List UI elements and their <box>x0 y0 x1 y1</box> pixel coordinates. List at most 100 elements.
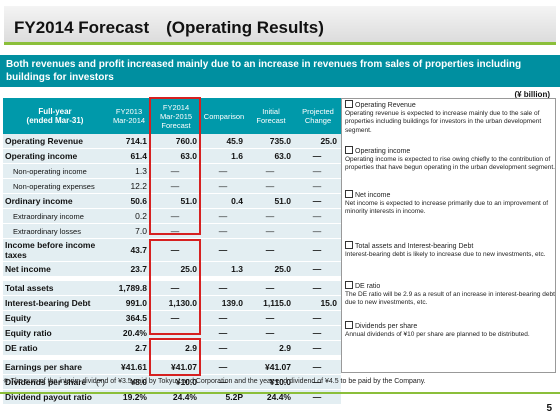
note-heading: Operating income <box>345 146 555 156</box>
spacer-cell <box>107 276 151 281</box>
row-label: DE ratio <box>3 340 107 356</box>
page-number: 5 <box>546 403 552 414</box>
results-table: Full-year (ended Mar-31) FY2013 Mar-2014… <box>3 98 341 405</box>
cell-fy2013: 1,789.8 <box>107 281 151 296</box>
cell-comparison: — <box>201 374 247 390</box>
spacer-cell <box>295 276 341 281</box>
cell-change: — <box>295 374 341 390</box>
cell-initial: 25.0 <box>247 261 295 277</box>
cell-initial: 51.0 <box>247 193 295 209</box>
cell-comparison: — <box>201 223 247 239</box>
table-row: Non-operating expenses 12.2— — — — <box>3 178 341 194</box>
cell-initial: — <box>247 281 295 296</box>
row-label: Dividends per share (*) <box>3 374 107 390</box>
cell-fy2014: — <box>151 310 201 326</box>
note-text: The DE ratio will be 2.9 as a result of … <box>345 291 555 307</box>
header-label: Full-year (ended Mar-31) <box>3 98 107 134</box>
row-label: Extraordinary losses <box>3 223 107 239</box>
note-text: Operating revenue is expected to increas… <box>345 110 542 134</box>
cell-initial: 735.0 <box>247 134 295 149</box>
note-block: Dividends per share Annual dividends of ¥… <box>345 321 555 339</box>
cell-initial: — <box>247 325 295 341</box>
cell-change: — <box>295 238 341 262</box>
cell-change: — <box>295 325 341 341</box>
row-spacer <box>3 355 341 360</box>
cell-fy2013: 43.7 <box>107 238 151 262</box>
cell-fy2013: 991.0 <box>107 295 151 311</box>
row-label: Operating Revenue <box>3 134 107 149</box>
spacer-cell <box>201 276 247 281</box>
cell-fy2013: ¥41.61 <box>107 360 151 375</box>
cell-fy2013: 0.2 <box>107 208 151 224</box>
row-spacer <box>3 276 341 281</box>
table-row: Net income 23.7 25.0 1.3 25.0— <box>3 261 341 277</box>
cell-change: — <box>295 360 341 375</box>
cell-initial: 2.9 <box>247 340 295 356</box>
cell-fy2014: — <box>151 325 201 341</box>
cell-initial: — <box>247 310 295 326</box>
cell-comparison: 0.4 <box>201 193 247 209</box>
cell-fy2014: — <box>151 238 201 262</box>
cell-fy2014: ¥41.07 <box>151 360 201 375</box>
spacer-cell <box>295 355 341 360</box>
table-row: Extraordinary losses 7.0— — — — <box>3 223 341 239</box>
note-heading: Net income <box>345 190 555 200</box>
dividend-marker: (*) <box>96 377 105 387</box>
cell-initial: — <box>247 163 295 179</box>
table-row: Interest-bearing Debt 991.0 1,130.0 139.0 1,… <box>3 295 341 311</box>
row-label: Net income <box>3 261 107 277</box>
cell-fy2013: 23.7 <box>107 261 151 277</box>
cell-fy2014: 51.0 <box>151 193 201 209</box>
cell-change: — <box>295 310 341 326</box>
cell-initial: ¥41.07 <box>247 360 295 375</box>
spacer-cell <box>151 276 201 281</box>
table-header-row: Full-year (ended Mar-31) FY2013 Mar-2014… <box>3 98 341 134</box>
cell-initial: — <box>247 208 295 224</box>
note-heading: Dividends per share <box>345 321 555 331</box>
unit-label: (¥ billion) <box>514 90 550 99</box>
footnote: ※ The sum of the interim dividend of ¥3.… <box>3 378 426 385</box>
spacer-cell <box>201 355 247 360</box>
cell-comparison: — <box>201 281 247 296</box>
note-block: Net income Net income is expected to incr… <box>345 190 555 217</box>
row-label: Equity <box>3 310 107 326</box>
spacer-cell <box>3 355 107 360</box>
table-row: Ordinary income 50.6 51.0 0.4 51.0— <box>3 193 341 209</box>
page-title: FY2014 Forecast (Operating Results) <box>14 18 324 37</box>
cell-comparison: 45.9 <box>201 134 247 149</box>
note-block: Operating Revenue Operating revenue is ex… <box>345 100 555 135</box>
table-row: Income before income taxes 43.7— — — — <box>3 238 341 262</box>
cell-fy2013: 12.2 <box>107 178 151 194</box>
spacer-cell <box>247 355 295 360</box>
row-label: Operating income <box>3 148 107 164</box>
note-text: Annual dividends of ¥10 per share are pl… <box>345 331 530 339</box>
note-heading: DE ratio <box>345 281 555 291</box>
footer-line <box>0 392 560 394</box>
cell-fy2013: 2.7 <box>107 340 151 356</box>
table-row: Operating Revenue 714.1 760.0 45.9 735.0 25.0 <box>3 134 341 149</box>
cell-initial: — <box>247 178 295 194</box>
row-label: Equity ratio <box>3 325 107 341</box>
cell-comparison: 1.3 <box>201 261 247 277</box>
cell-fy2014: 63.0 <box>151 148 201 164</box>
cell-fy2013: 364.5 <box>107 310 151 326</box>
cell-fy2013: 1.3 <box>107 163 151 179</box>
cell-change: — <box>295 261 341 277</box>
header-comparison: Comparison <box>201 98 247 134</box>
cell-change: — <box>295 193 341 209</box>
cell-initial: — <box>247 223 295 239</box>
cell-initial: ¥10.0 <box>247 374 295 390</box>
row-label: Interest-bearing Debt <box>3 295 107 311</box>
title-bar: FY2014 Forecast (Operating Results) <box>4 6 556 45</box>
cell-comparison: — <box>201 340 247 356</box>
cell-comparison: — <box>201 238 247 262</box>
note-block: Operating income Operating income is expe… <box>345 146 555 173</box>
table-row: Extraordinary income 0.2— — — — <box>3 208 341 224</box>
row-label: Income before income taxes <box>3 238 107 262</box>
cell-fy2014: 1,130.0 <box>151 295 201 311</box>
cell-change: 15.0 <box>295 295 341 311</box>
cell-comparison: — <box>201 208 247 224</box>
header-initial: Initial Forecast <box>247 98 295 134</box>
cell-initial: 1,115.0 <box>247 295 295 311</box>
row-label: Non-operating expenses <box>3 178 107 194</box>
